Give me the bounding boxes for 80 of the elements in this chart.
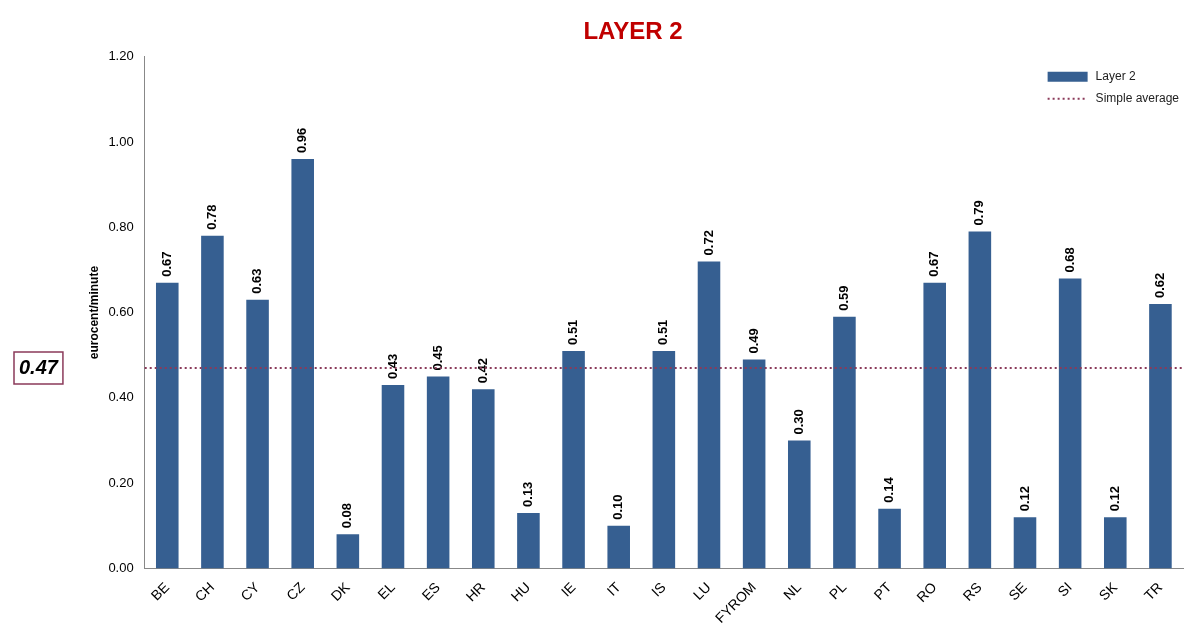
bar [336, 534, 360, 569]
x-tick-label: LU [689, 578, 714, 603]
y-tick-label: 0.20 [108, 474, 134, 490]
x-tick-label: HU [507, 578, 534, 605]
data-label: 0.51 [565, 319, 581, 345]
x-tick-label: RS [959, 578, 985, 604]
x-tick-label: ES [418, 578, 443, 604]
bar [742, 359, 766, 569]
bar [968, 231, 992, 569]
bar [381, 385, 405, 569]
x-tick-label: SE [1005, 578, 1030, 604]
x-tick-label: PL [825, 578, 850, 603]
data-label: 0.14 [881, 476, 897, 503]
x-tick-label: BE [147, 578, 173, 604]
data-label: 0.96 [294, 127, 310, 154]
data-label: 0.78 [203, 204, 219, 230]
y-tick-label: 0.40 [108, 389, 134, 405]
data-label: 0.10 [610, 494, 626, 520]
data-label: 0.12 [1106, 485, 1122, 512]
bar [246, 299, 269, 569]
bar [155, 282, 179, 569]
bar [426, 376, 450, 569]
data-label: 0.51 [655, 319, 671, 345]
bar [833, 316, 856, 569]
x-tick-label: SK [1095, 578, 1121, 604]
data-label: 0.12 [1016, 485, 1032, 512]
y-tick-label: 1.20 [108, 48, 134, 64]
data-label: 0.43 [384, 353, 400, 380]
x-tick-label: SI [1054, 578, 1075, 600]
x-tick-label: EL [374, 578, 398, 603]
data-label: 0.67 [158, 251, 174, 277]
legend-label: Layer 2 [1095, 69, 1136, 84]
bar [878, 508, 901, 569]
y-tick-label: 0.60 [108, 304, 134, 320]
chart-title: LAYER 2 [583, 17, 683, 45]
data-label: 0.42 [474, 358, 490, 384]
bar [788, 440, 811, 569]
bar [1149, 304, 1172, 569]
bar [923, 282, 946, 569]
bar [562, 350, 585, 569]
data-label: 0.79 [971, 200, 987, 226]
data-label: 0.13 [520, 481, 535, 507]
x-tick-label: PT [870, 578, 895, 603]
x-tick-label: IE [557, 578, 579, 600]
x-tick-label: TR [1140, 578, 1166, 604]
bar [517, 512, 540, 569]
data-label: 0.45 [429, 345, 445, 371]
y-tick-label: 0.00 [108, 559, 134, 575]
data-label: 0.49 [745, 328, 761, 354]
x-tick-label: NL [780, 578, 805, 603]
bar [201, 235, 224, 569]
data-label: 0.59 [836, 285, 851, 311]
text: 0.47 [19, 355, 59, 378]
y-tick-label: 0.80 [108, 218, 134, 234]
y-tick-label: 1.00 [108, 133, 134, 149]
bar [1104, 517, 1127, 569]
x-tick-label: IS [648, 578, 669, 600]
y-axis-title: eurocent/minute [86, 265, 101, 360]
x-tick-label: IT [603, 578, 624, 599]
bar [697, 261, 721, 569]
x-tick-label: DK [327, 578, 354, 604]
bar [607, 525, 630, 569]
x-tick-label: RO [913, 578, 940, 606]
bar [652, 350, 676, 569]
bar [291, 159, 314, 569]
bar [471, 389, 495, 569]
x-tick-label: HR [462, 578, 489, 605]
data-label: 0.62 [1152, 272, 1168, 299]
legend-label: Simple average [1095, 91, 1180, 106]
data-label: 0.08 [339, 502, 355, 529]
x-tick-label: CH [191, 578, 218, 605]
bar [1013, 517, 1037, 569]
data-label: 0.72 [700, 230, 716, 256]
data-label: 0.68 [1061, 247, 1077, 273]
data-label: 0.67 [926, 251, 942, 277]
data-label: 0.63 [249, 268, 265, 294]
data-label: 0.30 [790, 409, 806, 435]
x-tick-label: CZ [283, 578, 308, 604]
bar [1058, 278, 1082, 569]
x-tick-label: CY [237, 578, 263, 604]
